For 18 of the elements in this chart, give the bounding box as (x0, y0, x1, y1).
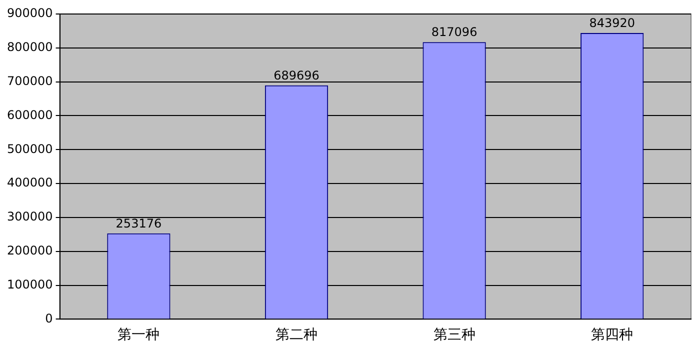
y-tick-label: 300000 (6, 210, 53, 224)
x-tick-label: 第一种 (118, 327, 160, 344)
x-tick-label: 第四种 (591, 327, 634, 344)
y-tick-label: 600000 (6, 108, 53, 122)
x-tick-label: 第二种 (276, 327, 318, 344)
y-tick-label: 400000 (6, 176, 53, 190)
y-tick-label: 200000 (6, 244, 53, 258)
y-tick-label: 800000 (6, 40, 53, 54)
data-label: 817096 (431, 25, 478, 40)
data-label: 689696 (274, 68, 320, 82)
y-tick-label: 100000 (6, 277, 53, 292)
data-label: 843920 (589, 16, 636, 30)
y-tick-label: 0 (45, 311, 53, 326)
y-tick-label: 700000 (6, 74, 53, 88)
x-tick-label: 第三种 (433, 327, 476, 344)
y-tick-label: 900000 (6, 6, 53, 20)
data-label: 253176 (116, 216, 162, 230)
y-tick-label: 500000 (6, 142, 53, 156)
